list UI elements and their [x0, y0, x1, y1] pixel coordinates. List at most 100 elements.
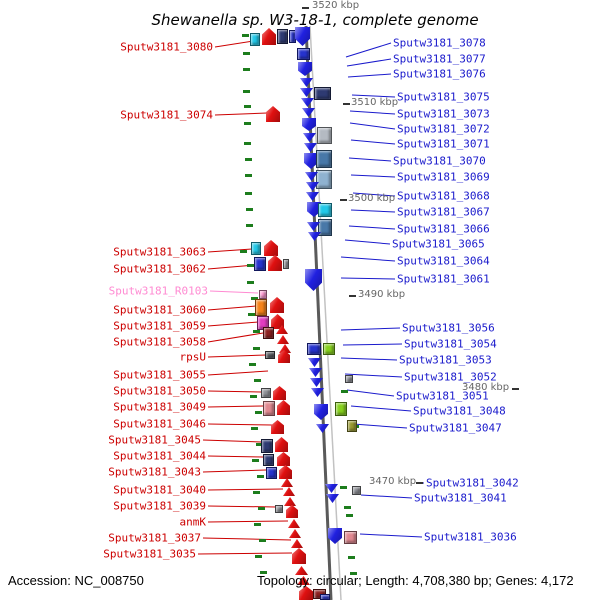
gene-chevron-up-icon[interactable] [284, 497, 296, 506]
gene-chevron-down-icon[interactable] [310, 378, 323, 387]
gene-label-right[interactable]: Sputw3181_3061 [397, 272, 490, 286]
gene-box[interactable] [316, 170, 332, 189]
gene-label-left[interactable]: Sputw3181_R0103 [108, 284, 208, 298]
gene-chevron-up-icon[interactable] [279, 344, 291, 353]
gene-chevron-down-icon[interactable] [307, 222, 320, 231]
gene-label-right[interactable]: Sputw3181_3052 [404, 370, 497, 384]
gene-box[interactable] [275, 505, 283, 513]
gene-label-left[interactable]: Sputw3181_3074 [120, 108, 213, 122]
gene-box[interactable] [259, 290, 267, 299]
gene-box[interactable] [263, 454, 274, 466]
gene-chevron-down-icon[interactable] [325, 484, 338, 493]
gene-label-left[interactable]: Sputw3181_3080 [120, 40, 213, 54]
gene-box[interactable] [323, 343, 335, 355]
gene-box[interactable] [347, 420, 357, 432]
gene-label-left[interactable]: Sputw3181_3046 [113, 417, 206, 431]
gene-arrow-up-icon[interactable] [266, 106, 280, 122]
gene-arrow-down-icon[interactable] [302, 118, 316, 131]
gene-chevron-down-icon[interactable] [300, 78, 313, 87]
gene-label-right[interactable]: Sputw3181_3069 [397, 170, 490, 184]
gene-box[interactable] [251, 242, 261, 255]
gene-label-right[interactable]: Sputw3181_3066 [397, 222, 490, 236]
gene-chevron-down-icon[interactable] [300, 88, 313, 97]
gene-label-right[interactable]: Sputw3181_3067 [397, 205, 490, 219]
gene-label-left[interactable]: Sputw3181_3037 [108, 531, 201, 545]
gene-box[interactable] [263, 327, 274, 339]
gene-chevron-down-icon[interactable] [306, 182, 319, 191]
gene-chevron-up-icon[interactable] [281, 478, 293, 487]
gene-chevron-down-icon[interactable] [326, 494, 339, 503]
gene-chevron-down-icon[interactable] [301, 98, 314, 107]
gene-label-left[interactable]: Sputw3181_3058 [113, 335, 206, 349]
gene-arrow-up-icon[interactable] [270, 297, 284, 313]
gene-label-left[interactable]: anmK [179, 515, 207, 529]
gene-arrow-up-icon[interactable] [277, 400, 290, 415]
gene-chevron-up-icon[interactable] [276, 325, 288, 334]
gene-chevron-down-icon[interactable] [304, 143, 317, 152]
gene-arrow-down-icon[interactable] [328, 528, 342, 544]
gene-label-right[interactable]: Sputw3181_3075 [397, 90, 490, 104]
gene-label-right[interactable]: Sputw3181_3042 [426, 476, 519, 490]
gene-arrow-up-icon[interactable] [286, 505, 298, 518]
gene-arrow-up-icon[interactable] [271, 314, 284, 329]
gene-label-left[interactable]: Sputw3181_3049 [113, 400, 206, 414]
gene-arrow-down-icon[interactable] [314, 404, 328, 420]
gene-label-left[interactable]: Sputw3181_3060 [113, 303, 206, 317]
gene-label-right[interactable]: Sputw3181_3048 [413, 404, 506, 418]
gene-label-right[interactable]: Sputw3181_3064 [397, 254, 490, 268]
gene-label-right[interactable]: Sputw3181_3073 [397, 107, 490, 121]
gene-box[interactable] [263, 401, 275, 416]
gene-label-right[interactable]: Sputw3181_3071 [397, 137, 490, 151]
gene-chevron-down-icon[interactable] [306, 192, 319, 201]
gene-chevron-down-icon[interactable] [309, 368, 322, 377]
gene-box[interactable] [335, 402, 347, 416]
gene-label-right[interactable]: Sputw3181_3054 [404, 337, 497, 351]
gene-box[interactable] [344, 531, 357, 544]
gene-label-right[interactable]: Sputw3181_3065 [392, 237, 485, 251]
gene-label-right[interactable]: Sputw3181_3068 [397, 189, 490, 203]
gene-arrow-up-icon[interactable] [264, 240, 278, 256]
gene-box[interactable] [255, 299, 267, 316]
gene-label-right[interactable]: Sputw3181_3036 [424, 530, 517, 544]
gene-arrow-up-icon[interactable] [275, 437, 288, 452]
gene-box[interactable] [317, 127, 332, 144]
gene-label-left[interactable]: Sputw3181_3035 [103, 547, 196, 561]
gene-arrow-up-icon[interactable] [273, 386, 286, 400]
gene-box[interactable] [261, 439, 273, 453]
gene-chevron-down-icon[interactable] [308, 358, 321, 367]
gene-chevron-up-icon[interactable] [283, 487, 295, 496]
gene-label-left[interactable]: Sputw3181_3039 [113, 499, 206, 513]
gene-label-right[interactable]: Sputw3181_3072 [397, 122, 490, 136]
gene-box[interactable] [277, 29, 288, 44]
gene-box[interactable] [314, 87, 331, 100]
gene-label-left[interactable]: rpsU [179, 350, 207, 364]
gene-arrow-up-icon[interactable] [262, 28, 276, 45]
gene-label-left[interactable]: Sputw3181_3063 [113, 245, 206, 259]
gene-label-left[interactable]: Sputw3181_3044 [113, 449, 206, 463]
gene-box[interactable] [316, 150, 332, 168]
gene-box[interactable] [266, 467, 277, 479]
gene-arrow-up-icon[interactable] [268, 255, 282, 271]
gene-label-right[interactable]: Sputw3181_3077 [393, 52, 486, 66]
gene-box[interactable] [283, 259, 289, 269]
gene-label-right[interactable]: Sputw3181_3056 [402, 321, 495, 335]
gene-label-right[interactable]: Sputw3181_3041 [414, 491, 507, 505]
gene-arrow-up-icon[interactable] [278, 350, 290, 363]
gene-arrow-up-icon[interactable] [292, 548, 306, 564]
gene-label-right[interactable]: Sputw3181_3053 [399, 353, 492, 367]
gene-label-right[interactable]: Sputw3181_3047 [409, 421, 502, 435]
gene-box[interactable] [261, 388, 271, 398]
gene-label-right[interactable]: Sputw3181_3076 [393, 67, 486, 81]
gene-arrow-up-icon[interactable] [299, 586, 313, 600]
gene-label-left[interactable]: Sputw3181_3040 [113, 483, 206, 497]
gene-box[interactable] [297, 48, 310, 60]
gene-chevron-down-icon[interactable] [308, 232, 321, 241]
gene-chevron-up-icon[interactable] [288, 519, 300, 528]
gene-arrow-down-icon[interactable] [295, 27, 310, 46]
gene-arrow-up-icon[interactable] [279, 465, 292, 479]
gene-arrow-down-icon[interactable] [298, 62, 312, 76]
gene-box[interactable] [352, 486, 361, 495]
gene-arrow-up-icon[interactable] [277, 452, 290, 466]
gene-box[interactable] [307, 343, 321, 355]
gene-label-left[interactable]: Sputw3181_3050 [113, 384, 206, 398]
